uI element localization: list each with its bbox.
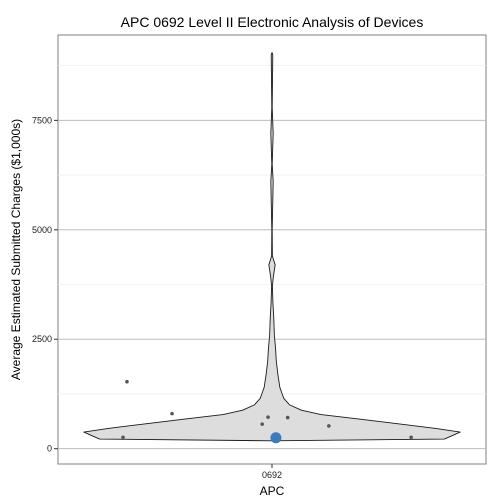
violin-layer [83, 52, 461, 442]
x-tick-label: 0692 [262, 470, 282, 480]
highlighted-point [270, 432, 282, 444]
x-axis: 0692 [262, 464, 282, 480]
y-tick-label: 2500 [32, 334, 52, 344]
x-axis-label: APC [260, 484, 285, 498]
y-axis-label: Average Estimated Submitted Charges ($1,… [9, 119, 23, 380]
y-axis: 0 2500 5000 7500 [32, 115, 58, 454]
violin-shape [83, 52, 461, 442]
y-tick-label: 0 [47, 444, 52, 454]
chart-title: APC 0692 Level II Electronic Analysis of… [121, 14, 424, 30]
data-point [260, 422, 265, 426]
data-point [125, 379, 129, 384]
data-point [285, 415, 290, 420]
points-layer [121, 379, 413, 444]
data-point [266, 415, 270, 419]
data-point [121, 435, 125, 440]
data-point [170, 411, 174, 416]
data-point [327, 424, 331, 428]
y-tick-label: 5000 [32, 225, 52, 235]
y-tick-label: 7500 [32, 115, 52, 125]
data-point [409, 435, 413, 440]
